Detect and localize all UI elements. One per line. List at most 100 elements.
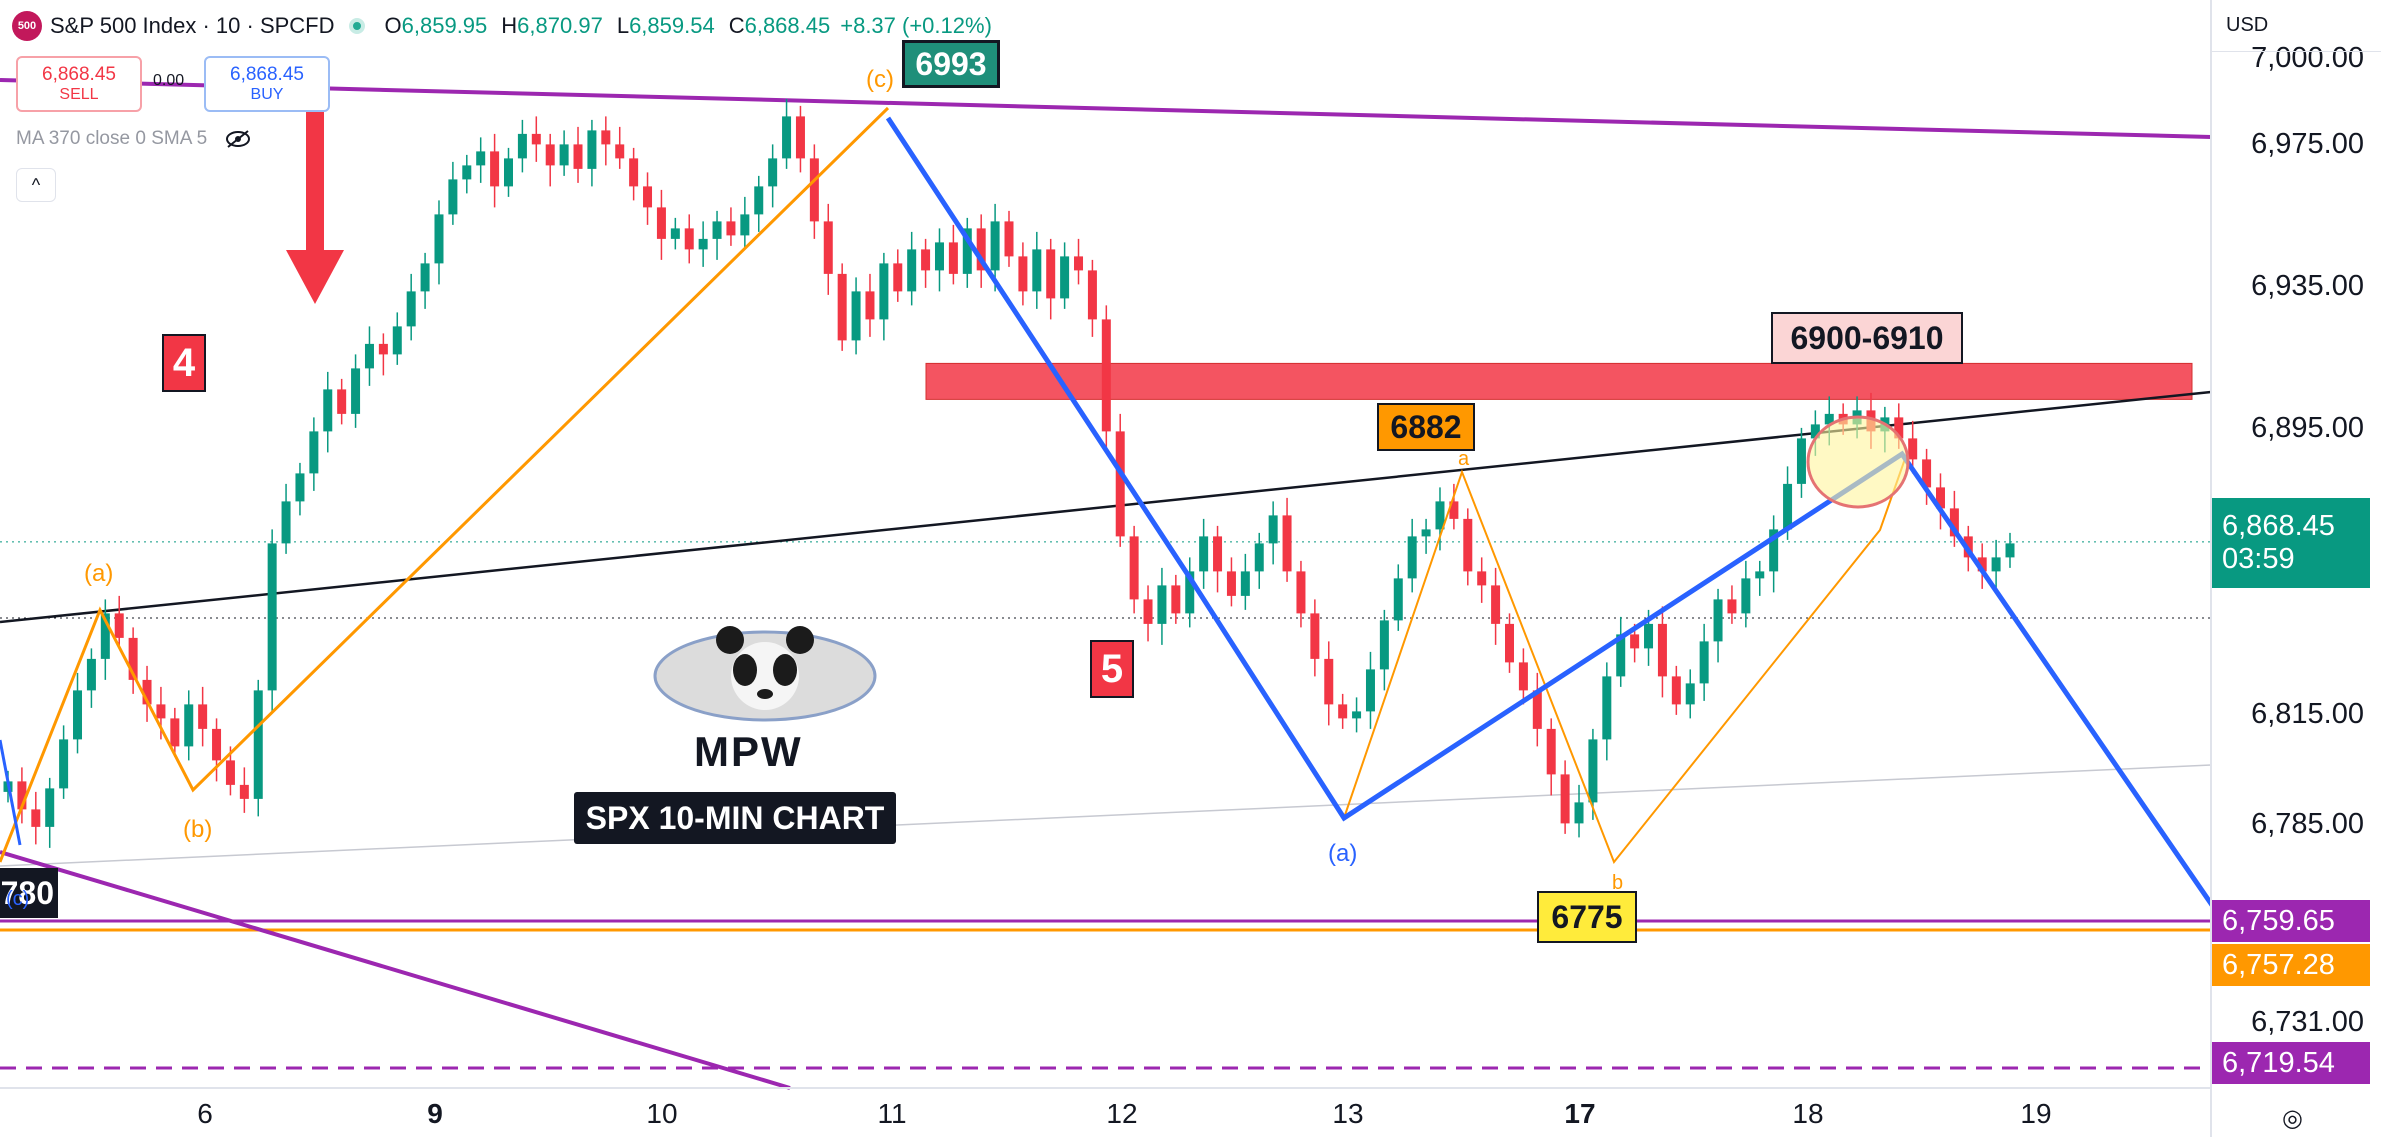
logo-text: MPW: [694, 728, 803, 775]
candle-body: [378, 343, 388, 355]
indicator-legend[interactable]: MA 370 close 0 SMA 5: [16, 128, 251, 150]
candle-body: [1908, 438, 1918, 460]
logo-nose: [757, 689, 773, 699]
x-tick: 11: [877, 1098, 907, 1129]
settings-gear-icon[interactable]: ◎: [2282, 1105, 2303, 1132]
candle-body: [1616, 634, 1626, 677]
candle-body: [406, 291, 416, 327]
high-key: H: [501, 13, 518, 38]
candle-body: [1449, 501, 1459, 519]
blue-wave-path: [885, 116, 2217, 910]
candle-body: [1240, 571, 1250, 596]
candle-body: [1393, 578, 1403, 621]
candle-body: [1018, 256, 1028, 292]
sell-button[interactable]: 6,868.45 SELL: [16, 56, 142, 112]
wave-4-label: 4: [162, 334, 206, 392]
candle-body: [73, 690, 83, 740]
candle-body: [1699, 641, 1709, 684]
candle-body: [17, 781, 27, 810]
y-tick: 6,815.00: [2251, 698, 2364, 730]
blue-wave-left: [0, 739, 22, 846]
candle-body: [559, 144, 569, 166]
candle-body: [281, 501, 291, 544]
small-a-label: a: [1458, 448, 1470, 470]
indicator-label: MA 370 close 0 SMA 5: [16, 128, 208, 149]
candle-body: [921, 249, 931, 271]
y-tick: 6,975.00: [2251, 128, 2364, 160]
upper-channel-line: [0, 78, 2212, 139]
orange-wave-path: [0, 106, 890, 863]
candle-body: [656, 207, 666, 239]
candle-body: [1644, 623, 1654, 649]
candle-body: [670, 228, 680, 239]
candle-body: [1435, 501, 1445, 530]
candle-body: [114, 613, 124, 638]
collapse-legend-button[interactable]: ^: [16, 168, 56, 202]
candle-body: [698, 238, 708, 250]
candle-body: [170, 718, 180, 747]
candle-body: [851, 291, 861, 341]
candle-body: [1491, 585, 1501, 624]
candle-body: [684, 228, 694, 250]
down-arrow-head: [286, 250, 344, 304]
candle-body: [629, 158, 639, 187]
candle-body: [323, 389, 333, 432]
candle-body: [1741, 578, 1751, 614]
x-tick: 9: [427, 1098, 443, 1129]
candle-body: [1213, 536, 1223, 572]
buy-button[interactable]: 6,868.45 BUY: [204, 56, 330, 112]
candle-body: [1004, 221, 1014, 257]
candle-body: [420, 263, 430, 292]
small-b-label: b: [1612, 872, 1624, 894]
y-tick: 6,785.00: [2251, 808, 2364, 840]
high-value: 6,870.97: [517, 13, 603, 38]
candle-body: [100, 613, 110, 659]
candle-body: [976, 228, 986, 271]
symbol-title[interactable]: S&P 500 Index · 10 · SPCFD: [50, 13, 335, 38]
candle-body: [253, 690, 263, 799]
low-value: 6,859.54: [629, 13, 715, 38]
candle-body: [823, 221, 833, 274]
candle-body: [1769, 529, 1779, 572]
candle-body: [907, 249, 917, 292]
market-open-indicator-icon: [348, 18, 365, 34]
candle-body: [740, 214, 750, 236]
purple-level-tag: 6,759.65: [2212, 900, 2370, 942]
x-tick: 17: [1564, 1098, 1596, 1129]
low-level-label: 6775: [1537, 891, 1637, 943]
candle-body: [712, 221, 722, 239]
candle-body: [1463, 518, 1473, 572]
x-tick: 18: [1792, 1098, 1824, 1129]
left-level-label: 780: [0, 868, 58, 918]
candle-body: [351, 368, 361, 414]
candle-body: [1560, 774, 1570, 824]
candle-body: [1352, 711, 1362, 719]
candle-body: [782, 116, 792, 159]
mid-level-label: 6882: [1377, 403, 1475, 451]
candle-body: [267, 543, 277, 691]
candle-body: [1796, 438, 1806, 484]
candle-body: [212, 728, 222, 761]
candle-body: [517, 133, 527, 159]
candle-body: [1755, 571, 1765, 579]
low-key: L: [616, 13, 630, 38]
orange-subwave-path: [1343, 455, 1907, 864]
currency-selector[interactable]: USD: [2212, 0, 2381, 52]
candle-body: [726, 221, 736, 236]
buy-price: 6,868.45: [230, 64, 304, 85]
hide-eye-icon[interactable]: [225, 130, 251, 148]
candle-body: [448, 179, 458, 215]
resistance-zone: [925, 362, 2193, 400]
candle-body: [1296, 571, 1306, 614]
candle-body: [156, 704, 166, 719]
candle-body: [295, 473, 305, 502]
faint-trendline: [0, 764, 2212, 867]
candle-body: [1115, 431, 1125, 537]
candle-body: [309, 431, 319, 474]
x-tick: 12: [1106, 1098, 1138, 1129]
spread-value: 0.00: [153, 72, 185, 89]
candle-body: [893, 263, 903, 292]
resistance-range-label: 6900-6910: [1771, 312, 1963, 364]
candle-body: [615, 144, 625, 159]
